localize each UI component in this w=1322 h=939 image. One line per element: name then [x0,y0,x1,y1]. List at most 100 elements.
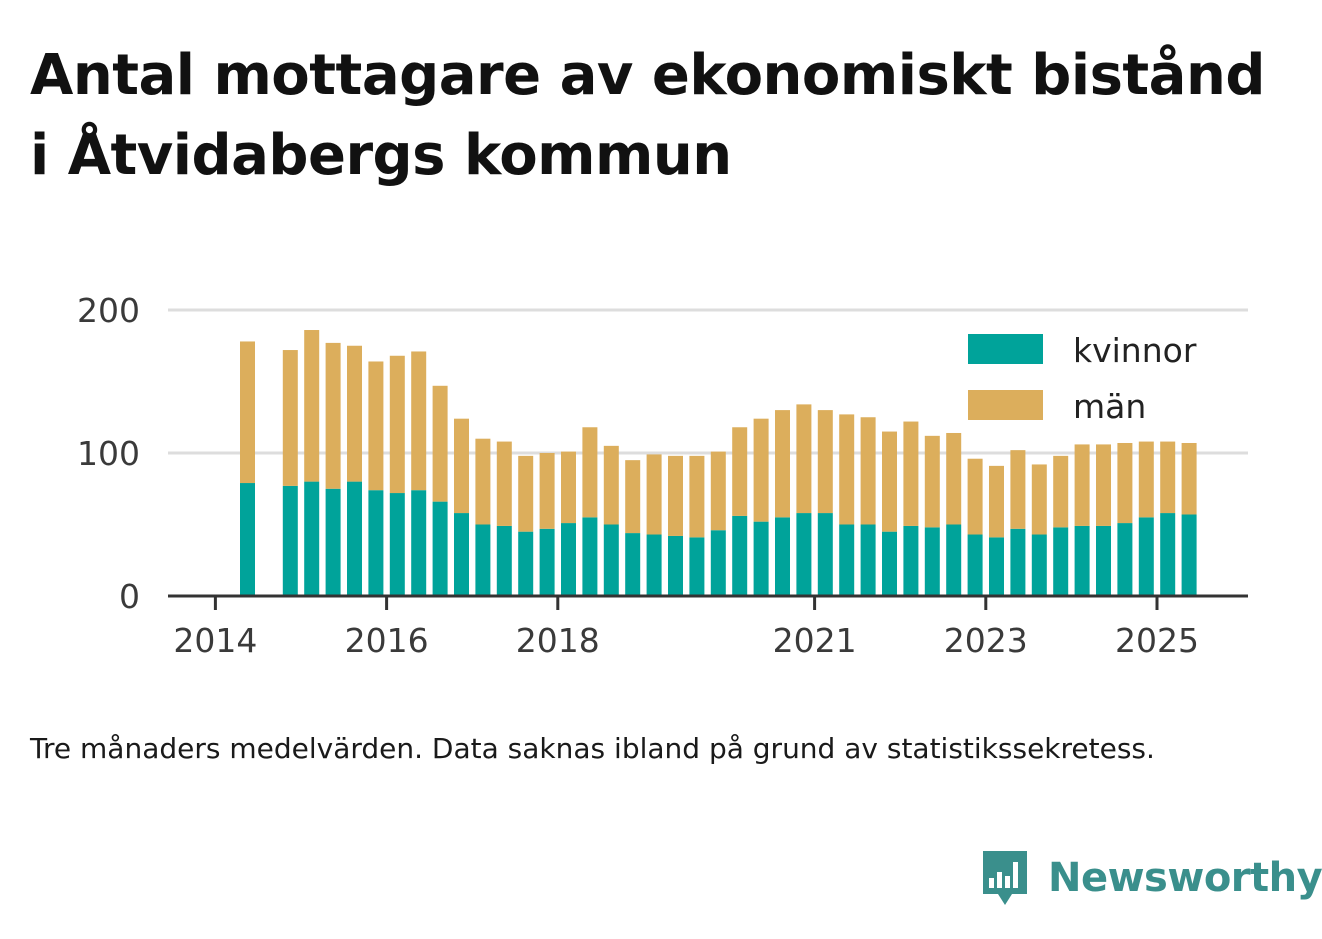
bar-kvinnor-2018-Q1 [561,523,576,596]
bar-kvinnor-2014-Q2 [240,483,255,596]
bar-man-2022-Q4 [967,458,983,535]
stacked-bar-chart: 0 100 200 2014 2016 2018 2021 2023 2025 kvinnor… [77,291,1248,660]
bar-kvinnor-2018-Q3 [603,524,619,596]
bar-kvinnor-2024-Q4 [1138,517,1154,596]
bar-kvinnor-2017-Q2 [496,525,512,596]
bar-kvinnor-2016-Q1 [389,493,405,596]
bar-kvinnor-2023-Q3 [1031,534,1047,596]
x-axis-labels: 2014 2016 2018 2021 2023 2025 [173,621,1199,660]
bar-kvinnor-2019-Q4 [710,530,726,596]
bar-man-2019-Q3 [689,455,705,538]
bar-kvinnor-2024-Q2 [1096,525,1111,596]
bar-man-2014-Q4 [282,350,298,486]
bar-man-2018-Q1 [561,451,576,524]
bar-man-2016-Q3 [432,385,448,502]
legend-swatch-man [968,390,1043,420]
bar-man-2020-Q3 [775,410,790,518]
bar-man-2019-Q4 [710,451,726,531]
x-tick-label-2021: 2021 [773,621,857,660]
y-tick-label-200: 200 [77,291,140,330]
bar-man-2014-Q2 [240,341,255,484]
bar-man-2017-Q2 [496,441,512,526]
bar-kvinnor-2016-Q3 [432,501,448,596]
bar-kvinnor-2021-Q1 [817,513,833,596]
bar-kvinnor-2019-Q1 [646,534,662,596]
x-tick-label-2018: 2018 [516,621,600,660]
bar-man-2024-Q1 [1074,444,1090,526]
bar-man-2018-Q2 [582,427,598,518]
bar-kvinnor-2018-Q2 [582,517,598,596]
bar-man-2020-Q2 [753,418,769,522]
bar-kvinnor-2023-Q1 [989,537,1004,596]
legend-swatch-kvinnor [968,334,1043,364]
bar-man-2024-Q3 [1117,442,1133,524]
bar-man-2017-Q1 [475,438,491,525]
bar-man-2016-Q4 [454,418,469,514]
y-axis-labels: 0 100 200 [77,291,140,616]
bar-kvinnor-2025-Q2 [1181,514,1197,596]
bar-man-2022-Q3 [946,432,962,525]
bar-man-2020-Q1 [732,427,748,516]
bar-man-2021-Q4 [882,431,897,532]
bar-kvinnor-2022-Q2 [924,527,940,596]
bar-kvinnor-2021-Q2 [839,524,855,596]
bar-man-2023-Q1 [989,465,1004,538]
bar-man-2017-Q3 [518,455,534,532]
bar-man-2017-Q4 [539,453,555,529]
bar-man-2025-Q1 [1160,441,1176,514]
bar-kvinnor-2022-Q4 [967,534,983,596]
bar-man-2019-Q1 [646,454,662,535]
bar-kvinnor-2020-Q2 [753,521,769,596]
x-tick-label-2016: 2016 [345,621,429,660]
brand-logo[interactable]: Newsworthy [980,848,1322,908]
legend-label-man: män [1073,387,1146,426]
y-tick-label-0: 0 [119,577,140,616]
bar-kvinnor-2024-Q1 [1074,525,1090,596]
brand-name: Newsworthy [1048,855,1322,901]
x-tick-label-2023: 2023 [944,621,1028,660]
chart-title: Antal mottagare av ekonomiskt bistånd i … [30,43,1265,188]
bar-man-2025-Q2 [1181,442,1197,515]
bar-man-2016-Q2 [411,351,427,491]
bar-man-2022-Q1 [903,421,919,526]
bar-kvinnor-2014-Q4 [282,485,298,596]
bar-man-2016-Q1 [389,355,405,494]
bar-kvinnor-2022-Q1 [903,525,919,596]
bar-man-2015-Q1 [304,330,320,482]
bar-kvinnor-2017-Q1 [475,524,491,596]
bar-kvinnor-2024-Q3 [1117,523,1133,596]
bar-man-2023-Q4 [1053,455,1069,528]
bar-man-2024-Q4 [1138,441,1154,518]
bar-man-2023-Q2 [1010,450,1026,529]
bar-man-2018-Q3 [603,445,619,525]
bar-man-2018-Q4 [625,460,641,534]
bar-man-2020-Q4 [796,404,812,514]
bar-kvinnor-2016-Q4 [454,513,469,596]
bar-chart-speech-bubble-icon [983,851,1027,905]
bar-kvinnor-2023-Q4 [1053,527,1069,596]
bar-man-2021-Q1 [817,410,833,514]
bar-kvinnor-2018-Q4 [625,533,641,596]
bar-kvinnor-2015-Q1 [304,481,320,596]
y-tick-label-100: 100 [77,434,140,473]
bar-man-2021-Q2 [839,414,855,525]
bar-kvinnor-2021-Q4 [882,531,897,596]
x-axis [168,594,1248,610]
bar-kvinnor-2015-Q3 [347,481,362,596]
footnote: Tre månaders medelvärden. Data saknas ib… [30,732,1155,765]
bar-man-2023-Q3 [1031,464,1047,535]
bar-kvinnor-2017-Q3 [518,531,534,596]
bar-kvinnor-2017-Q4 [539,528,555,596]
bar-kvinnor-2020-Q3 [775,517,790,596]
bar-kvinnor-2021-Q3 [860,524,876,596]
bar-man-2015-Q3 [347,345,362,482]
bar-man-2019-Q2 [668,455,683,536]
bar-kvinnor-2025-Q1 [1160,513,1176,596]
bar-kvinnor-2016-Q2 [411,490,427,596]
bar-kvinnor-2022-Q3 [946,524,962,596]
bar-kvinnor-2020-Q4 [796,513,812,596]
bar-man-2021-Q3 [860,417,876,525]
bar-man-2015-Q2 [325,342,341,489]
bar-man-2015-Q4 [368,361,384,491]
legend-label-kvinnor: kvinnor [1073,331,1197,370]
